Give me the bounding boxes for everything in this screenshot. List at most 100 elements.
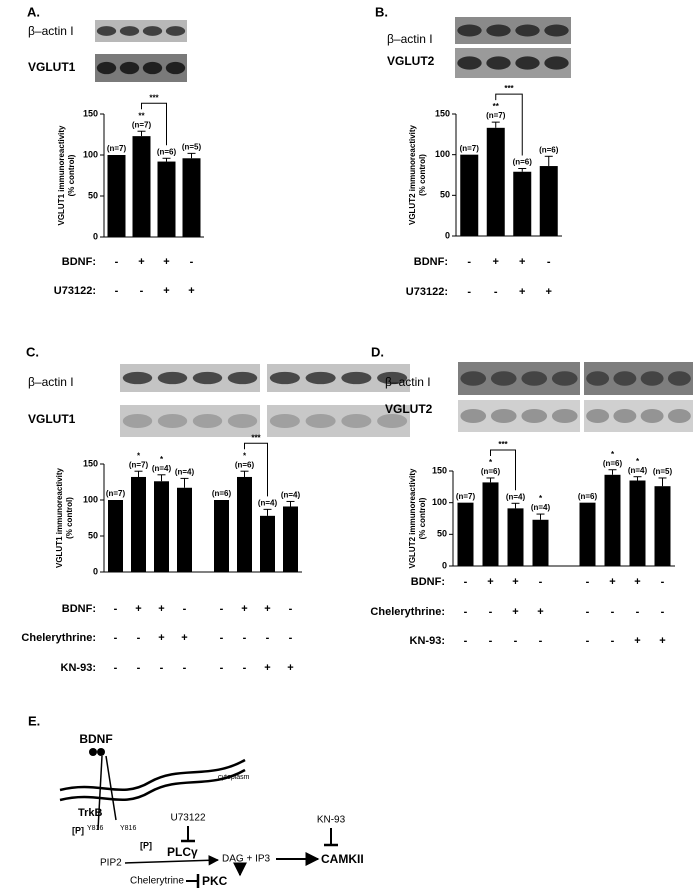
n-label: (n=7) xyxy=(107,144,127,153)
y-axis-label: (% control) xyxy=(418,154,427,196)
significance-bracket xyxy=(141,102,167,146)
condition-sign: + xyxy=(493,256,499,268)
significance-bracket xyxy=(490,449,516,491)
y-tick-label: 50 xyxy=(88,190,98,200)
ligand-icon xyxy=(97,748,105,756)
condition-sign: - xyxy=(160,662,164,674)
bar xyxy=(182,158,201,237)
inhibitor: U73122 xyxy=(170,813,205,824)
blot-band xyxy=(640,371,664,386)
blot-band xyxy=(521,371,548,386)
bar xyxy=(482,482,499,566)
y-tick-label: 150 xyxy=(83,108,98,118)
condition-label: BDNF: xyxy=(411,576,445,588)
blot-band xyxy=(192,413,223,429)
condition-sign: - xyxy=(183,662,187,674)
bar xyxy=(157,161,176,237)
blot-band xyxy=(667,408,691,424)
blot-band xyxy=(341,413,372,429)
bar xyxy=(629,480,646,566)
condition-sign: - xyxy=(611,606,615,618)
blot-band xyxy=(96,26,117,36)
condition-sign: - xyxy=(539,635,543,647)
condition-sign: - xyxy=(243,662,247,674)
blot-band xyxy=(341,371,372,385)
blot-band xyxy=(122,371,153,385)
inhibitor: KN-93 xyxy=(317,815,346,826)
condition-label: BDNF: xyxy=(62,603,96,615)
condition-sign: - xyxy=(586,635,590,647)
condition-sign: - xyxy=(586,576,590,588)
bar xyxy=(154,481,169,572)
bar xyxy=(532,519,549,566)
n-label: (n=6) xyxy=(578,492,598,501)
condition-sign: + xyxy=(537,606,543,618)
condition-sign: + xyxy=(659,635,665,647)
blot-band xyxy=(157,413,188,429)
n-label: (n=4) xyxy=(281,491,301,500)
blot-band xyxy=(305,371,336,385)
condition-sign: + xyxy=(188,285,194,297)
condition-sign: - xyxy=(467,286,471,298)
condition-sign: + xyxy=(163,256,169,268)
n-label: (n=6) xyxy=(212,489,232,498)
condition-sign: + xyxy=(487,576,493,588)
membrane xyxy=(59,768,246,802)
blot-band xyxy=(192,371,223,385)
chart-panel: C. β–actin I VGLUT1 0 50 100 150 VGLUT1 immunor… xyxy=(21,344,410,674)
y-tick-label: 50 xyxy=(437,529,447,539)
blot-band xyxy=(119,26,140,36)
n-label: (n=7) xyxy=(456,492,476,501)
n-label: (n=6) xyxy=(513,158,533,167)
y-tick-label: 100 xyxy=(435,149,450,159)
n-label: (n=4) xyxy=(152,464,172,473)
site: Y816 xyxy=(87,825,103,832)
blot-band xyxy=(586,408,610,424)
significance-star: * xyxy=(636,457,640,466)
inhibitor: Chelerytrine xyxy=(130,876,184,887)
node: PIP2 xyxy=(100,858,122,869)
condition-label: KN-93: xyxy=(410,635,445,647)
condition-sign: + xyxy=(138,256,144,268)
condition-sign: - xyxy=(190,256,194,268)
blot-band xyxy=(544,56,569,70)
blot-band xyxy=(640,408,664,424)
blot-label: VGLUT1 xyxy=(28,412,76,426)
condition-sign: - xyxy=(114,632,118,644)
blot-band xyxy=(157,371,188,385)
blot-image xyxy=(95,20,187,42)
receptor xyxy=(105,755,117,821)
condition-sign: + xyxy=(158,632,164,644)
condition-sign: - xyxy=(539,576,543,588)
y-tick-label: 0 xyxy=(93,566,98,576)
panel-label: C. xyxy=(26,344,39,359)
y-axis-label: VGLUT2 immunoreactivity xyxy=(408,468,417,569)
bar xyxy=(283,506,298,572)
significance-star: * xyxy=(160,455,164,464)
bar xyxy=(177,487,192,572)
blot-band xyxy=(119,61,140,75)
n-label: (n=6) xyxy=(603,459,623,468)
blot-band xyxy=(269,413,300,429)
chart-panel: D. β–actin I VGLUT2 0 50 100 150 VGLUT2 immunor… xyxy=(370,344,693,647)
blot-band xyxy=(515,56,540,70)
y-tick-label: 50 xyxy=(88,530,98,540)
n-label: (n=4) xyxy=(628,466,648,475)
membrane xyxy=(59,758,246,792)
bar xyxy=(513,171,532,236)
blot-band xyxy=(227,413,258,429)
significance-bracket xyxy=(244,442,268,497)
node: CAMKII xyxy=(321,852,364,866)
chart-panel: A. β–actin I VGLUT1 0 50 100 150 VGLUT1 immunor… xyxy=(27,4,204,297)
condition-sign: + xyxy=(241,603,247,615)
condition-sign: - xyxy=(266,632,270,644)
blot-band xyxy=(122,413,153,429)
condition-label: BDNF: xyxy=(62,256,96,268)
panel-label: B. xyxy=(375,4,388,19)
condition-sign: - xyxy=(586,606,590,618)
condition-sign: - xyxy=(489,635,493,647)
blot-label: VGLUT1 xyxy=(28,60,76,74)
bar xyxy=(131,476,146,572)
condition-sign: - xyxy=(220,632,224,644)
y-axis-label: (% control) xyxy=(65,497,74,539)
